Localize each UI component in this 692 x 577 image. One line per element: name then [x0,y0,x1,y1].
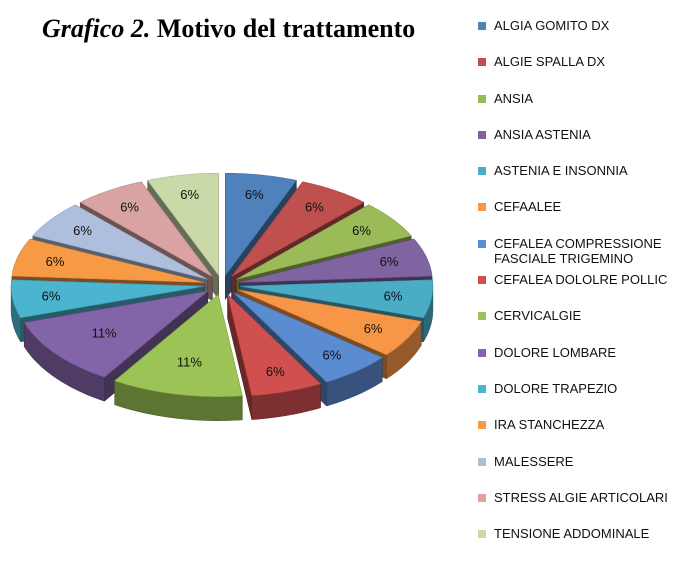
legend-item-algie-spalla-dx: ALGIE SPALLA DX [478,54,688,90]
chart-title-number: Grafico 2. [42,14,151,43]
legend-item-tensione-addominale: TENSIONE ADDOMINALE [478,526,688,562]
pie-slice-top [239,279,434,319]
legend-swatch [478,348,486,357]
legend-label: CEFALEA DOLOLRE POLLIC [494,272,668,288]
legend-swatch [478,421,486,430]
legend-swatch [478,276,486,285]
pie-slice-top [225,173,297,277]
legend-item-cefaalee: CEFAALEE [478,199,688,235]
data-label-stress-algie-articolari: 6% [120,200,139,215]
pie-slice-top [237,289,422,356]
legend-item-stress-algie-articolari: STRESS ALGIE ARTICOLARI [478,490,688,526]
pie-slice-top [236,204,412,280]
legend-label: DOLORE TRAPEZIO [494,380,618,396]
legend-label: MALESSERE [494,453,574,469]
chart-title-text: Motivo del trattamento [156,14,416,43]
data-label-dolore-lombare: 11% [92,326,117,341]
legend-label: STRESS ALGIE ARTICOLARI [494,489,668,505]
data-label-malessere: 6% [73,223,92,238]
pie-slice-top [10,279,205,319]
legend-label: TENSIONE ADDOMINALE [494,526,650,542]
pie-slice-cefalea-dololre-pollic [227,293,322,420]
legend-swatch [478,130,486,139]
data-label-ansia-astenia: 6% [380,254,399,269]
legend-item-ira-stanchezza: IRA STANCHEZZA [478,417,688,453]
legend-item-cefalea-dololre-pollic: CEFALEA DOLOLRE POLLIC [478,272,688,308]
legend-swatch [478,384,486,393]
data-label-cefalea-dololre-pollic: 6% [266,364,285,379]
legend-label: DOLORE LOMBARE [494,344,617,360]
legend-item-astenia-e-insonnia: ASTENIA E INSONNIA [478,163,688,199]
legend-label: ALGIE SPALLA DX [494,54,606,70]
data-label-dolore-trapezio: 6% [42,289,61,304]
pie-slice-top [147,173,219,277]
legend-item-dolore-lombare: DOLORE LOMBARE [478,345,688,381]
data-label-ira-stanchezza: 6% [46,254,65,269]
legend-swatch [478,22,486,30]
data-label-algia-gomito-dx: 6% [245,187,264,202]
pie-slice-top [32,204,208,280]
data-label-cefaalee: 6% [364,321,383,336]
legend-label: ALGIA GOMITO DX [494,18,610,33]
pie-slice-cervicalgie [114,294,243,421]
legend-swatch [478,457,486,466]
legend-label: CEFALEA COMPRESSIONE FASCIALE TRIGEMINO [494,235,662,266]
pie-slice-top [79,181,213,277]
pie-slice-top [114,294,243,398]
legend-swatch [478,493,486,502]
pie-slice-top [11,238,205,283]
legend: ALGIA GOMITO DX ALGIE SPALLA DX ANSIA ANSIA… [478,18,688,562]
data-label-astenia-e-insonnia: 6% [384,289,403,304]
legend-swatch [478,239,486,248]
data-label-cervicalgie: 11% [177,354,202,369]
legend-swatch [478,530,486,539]
legend-item-algia-gomito-dx: ALGIA GOMITO DX [478,18,688,54]
pie-slice-top [227,293,322,396]
legend-swatch [478,312,486,321]
legend-swatch [478,58,486,67]
legend-item-cefalea-compressione-fasciale-trigemino: CEFALEA COMPRESSIONE FASCIALE TRIGEMINO [478,236,688,272]
legend-label: ANSIA [494,90,534,106]
pie-chart: 6% 6% 6% 6% 6% 6% 6% 6% 11% 11% 6% 6% 6% 6% 6% [10,173,434,421]
legend-label: ANSIA ASTENIA [494,126,591,142]
pie-slice-top [233,292,383,383]
data-label-algie-spalla-dx: 6% [305,200,324,215]
data-label-tensione-addominale: 6% [180,187,199,202]
legend-label: CEFAALEE [494,199,562,215]
pie-slice-top [23,290,209,378]
legend-label: CERVICALGIE [494,308,582,324]
legend-label: ASTENIA E INSONNIA [494,163,628,179]
legend-item-ansia-astenia: ANSIA ASTENIA [478,127,688,163]
data-label-ansia: 6% [352,223,371,238]
legend-swatch [478,94,486,103]
legend-swatch [478,203,486,212]
legend-item-cervicalgie: CERVICALGIE [478,308,688,344]
pie-slice-top [231,181,365,277]
legend-item-dolore-trapezio: DOLORE TRAPEZIO [478,381,688,417]
data-label-cefalea-compressione-fasciale-trigemino: 6% [323,348,342,363]
chart-title: Grafico 2. Motivo del trattamento [42,14,415,44]
legend-label: IRA STANCHEZZA [494,417,605,433]
legend-swatch [478,167,486,176]
pie-slice-top [239,238,433,283]
legend-item-malessere: MALESSERE [478,454,688,490]
legend-item-ansia: ANSIA [478,91,688,127]
